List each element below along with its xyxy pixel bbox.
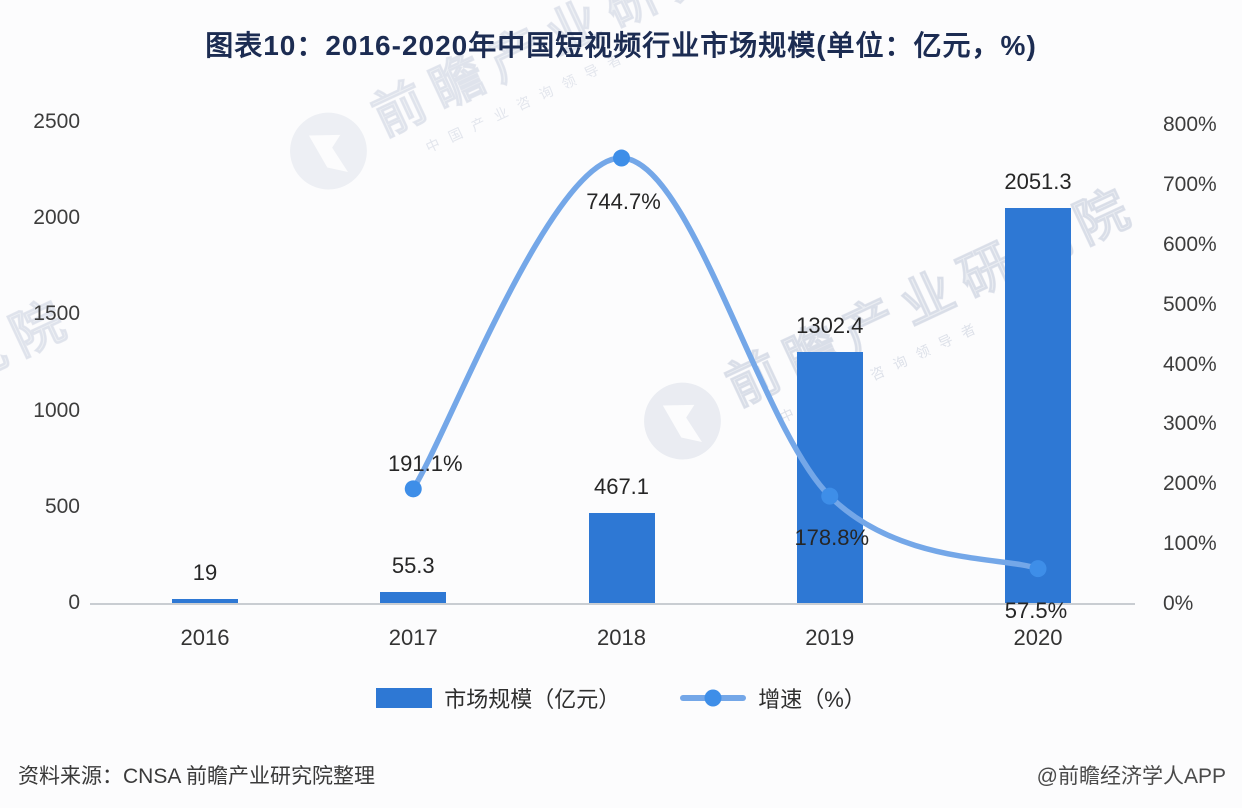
y-axis-left-tick: 2000 [33,206,80,230]
y-axis-left-tick: 1500 [33,302,80,326]
legend-item-growth-rate: 增速（%） [680,682,866,714]
line-value-label: 191.1% [387,450,463,476]
source-text: 资料来源：CNSA 前瞻产业研究院整理 [18,765,376,788]
bar-2018 [588,513,655,603]
y-axis-right-tick: 400% [1163,352,1217,376]
line-marker [404,480,422,498]
credit-text: @前瞻经济学人APP [1036,765,1226,788]
line-marker [821,487,839,505]
x-axis-category-label: 2017 [388,625,438,650]
line-marker-icon [704,689,722,707]
bar-series-swatch [376,688,433,708]
y-axis-left-tick: 500 [44,494,80,518]
bar-value-label: 55.3 [391,553,435,579]
bar-2017 [380,592,447,603]
y-axis-right-tick: 0% [1163,592,1194,615]
line-series-swatch [680,689,747,707]
y-axis-right-tick: 800% [1163,113,1217,136]
bar-value-label: 2051.3 [1004,169,1072,195]
x-axis-category-label: 2019 [805,625,855,650]
y-axis-right-tick: 300% [1163,412,1217,436]
bar-2016 [172,599,238,603]
line-marker [613,149,630,167]
line-value-label: 57.5% [1004,597,1068,623]
y-axis-right-tick: 100% [1163,532,1217,556]
bar-2020 [1005,208,1071,603]
line-value-label: 744.7% [586,189,661,215]
y-axis-right-tick: 700% [1163,172,1217,196]
bar-value-label: 19 [192,560,218,586]
legend-label: 增速（%） [758,687,866,712]
footer: 资料来源：CNSA 前瞻产业研究院整理 @前瞻经济学人APP [0,760,1242,790]
x-axis-category-label: 2020 [1013,625,1063,650]
y-axis-left-tick: 1000 [33,398,80,422]
legend: 市场规模（亿元） 增速（%） [0,682,1242,714]
x-axis-category-label: 2016 [180,625,230,650]
bar-value-label: 1302.4 [796,313,864,339]
line-path [410,155,1041,572]
y-axis-right-tick: 600% [1163,232,1217,256]
legend-item-market-size: 市场规模（亿元） [376,682,620,714]
y-axis-right-tick: 500% [1163,292,1217,316]
bar-2019 [796,352,863,603]
y-axis-right-tick: 200% [1163,472,1217,496]
chart-title: 图表10：2016-2020年中国短视频行业市场规模(单位：亿元，%) [205,30,1037,61]
y-axis-left-tick: 0 [68,591,80,614]
y-axis-left-tick: 2500 [33,110,80,133]
legend-label: 市场规模（亿元） [444,687,621,712]
line-marker [1029,560,1047,578]
line-value-label: 178.8% [794,525,870,551]
bar-value-label: 467.1 [593,474,650,500]
x-axis-line [90,603,1135,605]
x-axis-category-label: 2018 [597,625,646,650]
